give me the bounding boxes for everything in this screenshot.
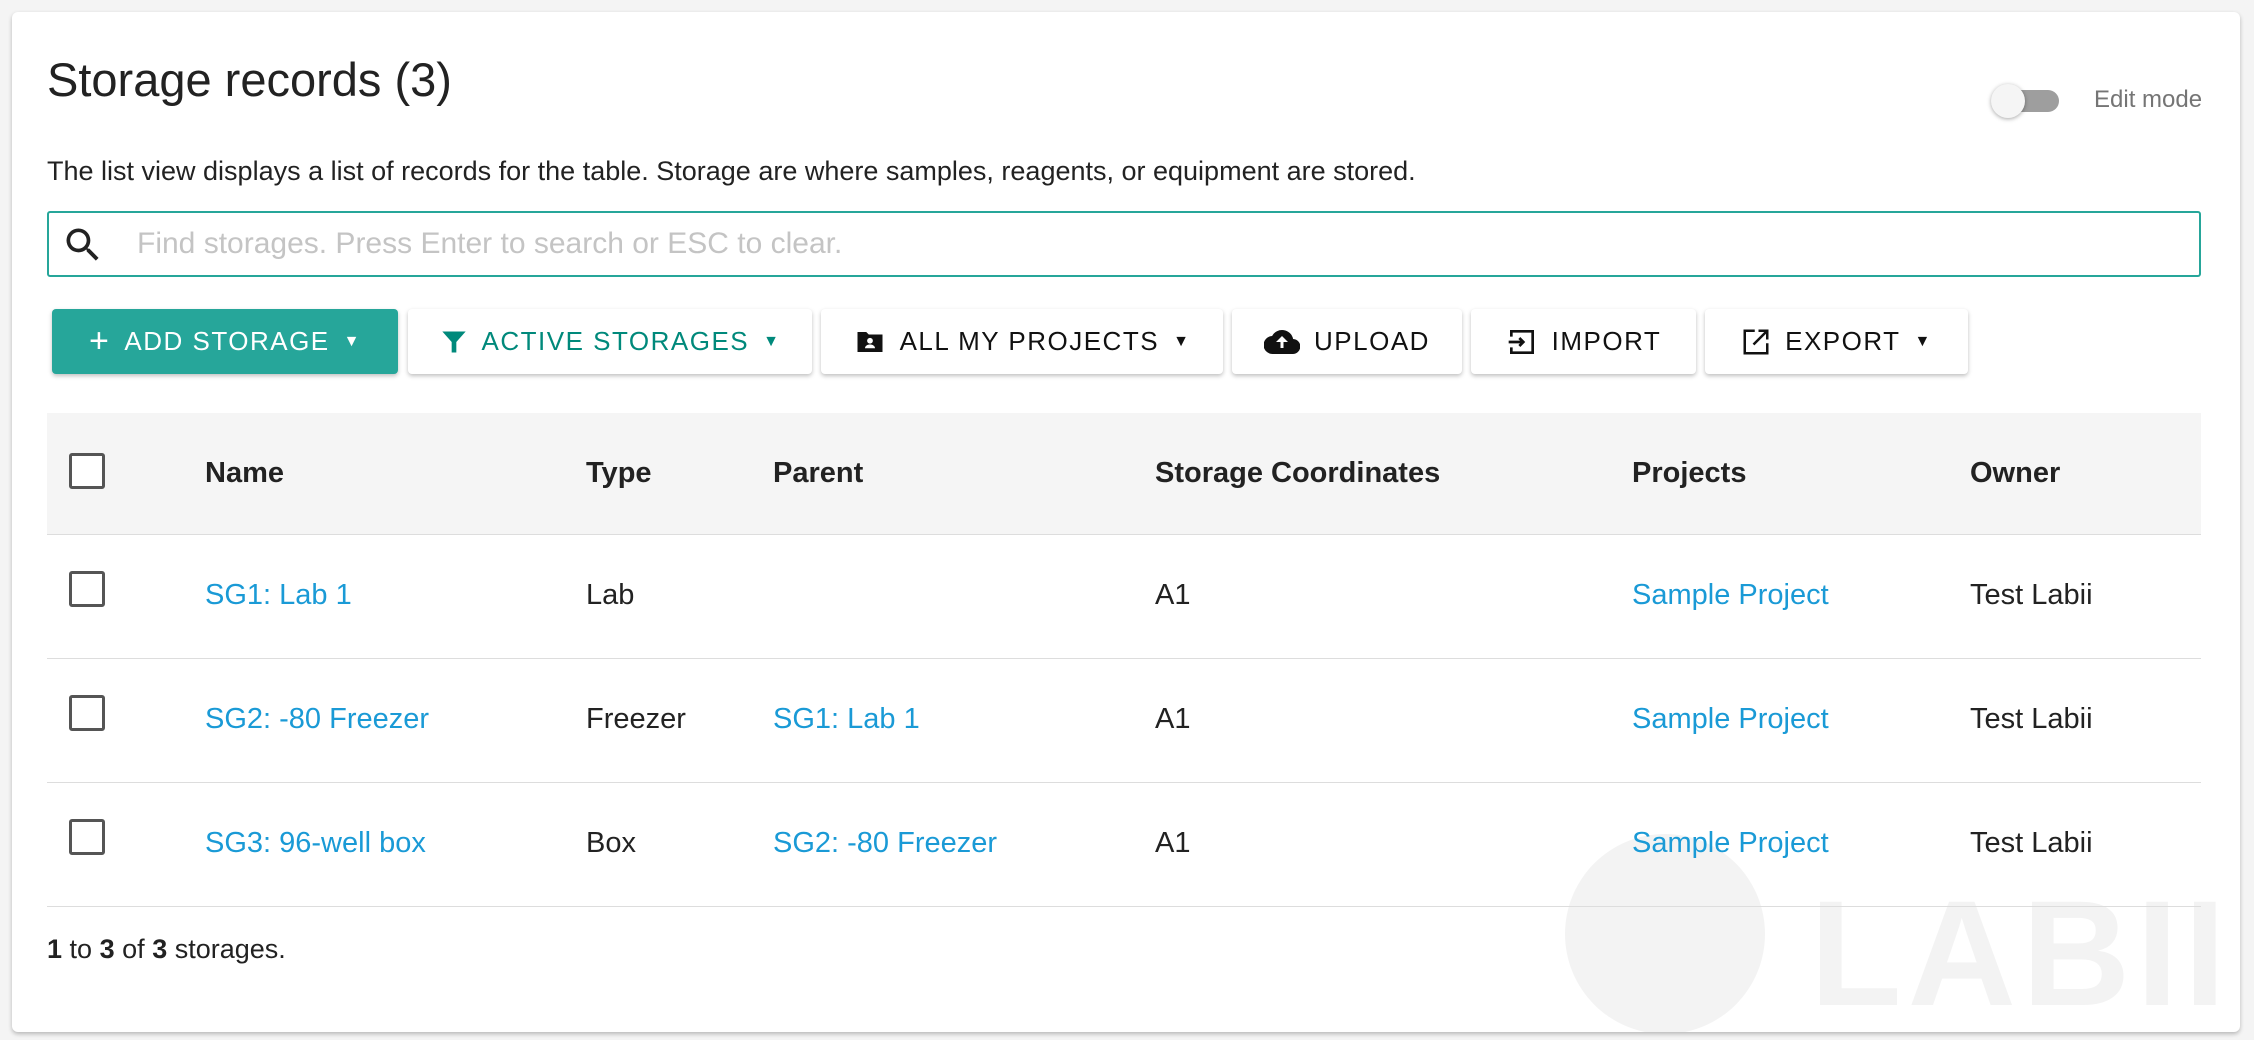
search-box [47, 211, 2201, 277]
range-start: 1 [47, 934, 63, 964]
table-row: SG2: -80 Freezer Freezer SG1: Lab 1 A1 S… [47, 659, 2201, 783]
pagination-summary: 1 to 3 of 3 storages. [47, 934, 286, 965]
search-icon [66, 228, 99, 261]
table-header: Name Type Parent Storage Coordinates Pro… [47, 413, 2201, 535]
storage-type: Freezer [586, 703, 686, 735]
add-storage-label: ADD STORAGE [124, 326, 330, 356]
page-description: The list view displays a list of records… [47, 156, 1416, 186]
column-header-owner[interactable]: Owner [1970, 457, 2061, 489]
edit-mode-label: Edit mode [2094, 86, 2203, 113]
column-header-type[interactable]: Type [586, 457, 652, 489]
storage-coordinates: A1 [1155, 579, 1191, 611]
storage-type: Lab [586, 579, 635, 611]
import-button[interactable]: IMPORT [1471, 309, 1696, 374]
caret-down-icon: ▼ [343, 332, 361, 350]
all-my-projects-label: ALL MY PROJECTS [899, 326, 1160, 356]
table-row: SG1: Lab 1 Lab A1 Sample Project Test La… [47, 535, 2201, 659]
total-count: 3 [152, 934, 168, 964]
import-label: IMPORT [1551, 326, 1662, 356]
project-link[interactable]: Sample Project [1632, 827, 1829, 859]
parent-link[interactable]: SG2: -80 Freezer [773, 827, 998, 859]
storage-records-card: Storage records (3) Edit mode The list v… [12, 12, 2240, 1032]
cloud-upload-icon [1264, 329, 1301, 354]
export-button[interactable]: EXPORT ▼ [1705, 309, 1968, 374]
external-link-icon [1743, 329, 1769, 354]
caret-down-icon: ▼ [1173, 332, 1191, 350]
owner: Test Labii [1970, 827, 2093, 859]
all-my-projects-button[interactable]: ALL MY PROJECTS ▼ [821, 309, 1223, 374]
row-checkbox[interactable] [69, 819, 105, 855]
storage-name-link[interactable]: SG3: 96-well box [205, 827, 426, 859]
to-word: to [69, 934, 93, 964]
storage-name-link[interactable]: SG1: Lab 1 [205, 579, 352, 611]
parent-link[interactable]: SG1: Lab 1 [773, 703, 920, 735]
edit-mode-toggle[interactable] [1991, 76, 2063, 124]
labii-watermark-text: LABII [1810, 869, 2232, 1032]
storage-coordinates: A1 [1155, 827, 1191, 859]
filter-icon [441, 331, 466, 352]
column-header-parent[interactable]: Parent [773, 457, 864, 489]
storage-type: Box [586, 827, 636, 859]
storage-name-link[interactable]: SG2: -80 Freezer [205, 703, 430, 735]
owner: Test Labii [1970, 703, 2093, 735]
project-link[interactable]: Sample Project [1632, 703, 1829, 735]
active-storages-label: ACTIVE STORAGES [481, 326, 750, 356]
upload-button[interactable]: UPLOAD [1232, 309, 1462, 374]
plus-icon: + [89, 322, 111, 360]
select-all-checkbox[interactable] [69, 453, 105, 489]
row-checkbox[interactable] [69, 571, 105, 607]
column-header-name[interactable]: Name [205, 457, 284, 489]
page-title: Storage records (3) [47, 53, 452, 106]
range-end: 3 [99, 934, 115, 964]
owner: Test Labii [1970, 579, 2093, 611]
export-label: EXPORT [1785, 326, 1901, 356]
active-storages-filter-button[interactable]: ACTIVE STORAGES ▼ [408, 309, 812, 374]
search-input[interactable] [137, 223, 2177, 265]
table-row: SG3: 96-well box Box SG2: -80 Freezer A1… [47, 783, 2201, 907]
labii-watermark-logo [1565, 834, 1765, 1032]
add-storage-button[interactable]: + ADD STORAGE ▼ [52, 309, 398, 374]
folder-user-icon [857, 331, 883, 352]
of-word: of [122, 934, 145, 964]
row-checkbox[interactable] [69, 695, 105, 731]
upload-label: UPLOAD [1314, 326, 1430, 356]
project-link[interactable]: Sample Project [1632, 579, 1829, 611]
import-icon [1508, 329, 1534, 354]
caret-down-icon: ▼ [1914, 332, 1932, 350]
column-header-projects[interactable]: Projects [1632, 457, 1747, 489]
storage-coordinates: A1 [1155, 703, 1191, 735]
column-header-storage-coordinates[interactable]: Storage Coordinates [1155, 457, 1441, 489]
caret-down-icon: ▼ [763, 332, 781, 350]
count-suffix: storages. [174, 934, 286, 964]
